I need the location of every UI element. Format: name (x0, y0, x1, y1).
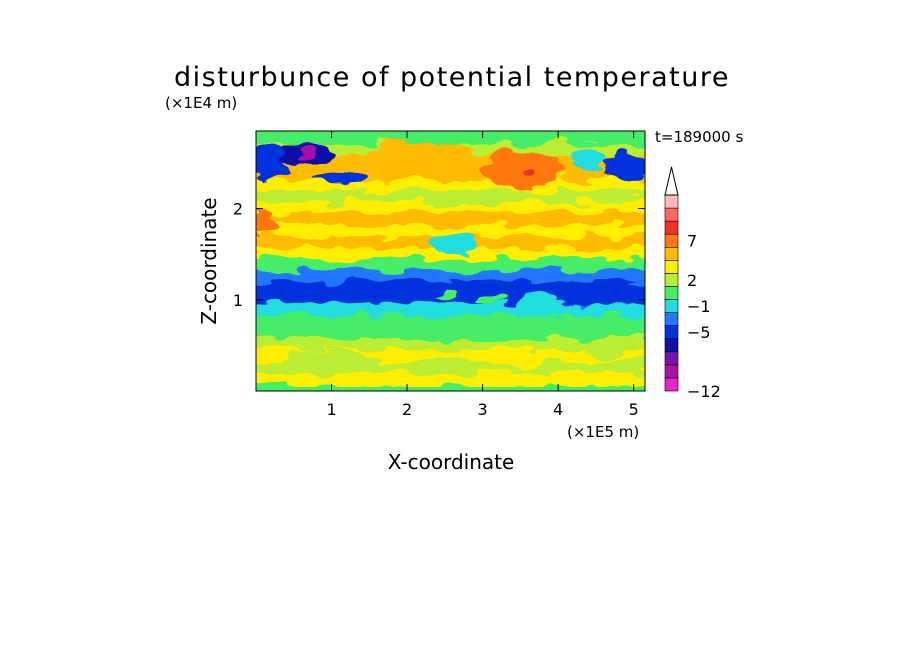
x-axis-label: X-coordinate (388, 450, 515, 474)
field-band-11 (256, 258, 645, 273)
x-tick-label-1: 2 (402, 400, 412, 419)
time-label: t=189000 s (655, 128, 743, 146)
field-band-16 (256, 315, 645, 330)
y-tick-label-0: 1 (233, 291, 243, 310)
colorbar-swatch-9 (664, 260, 679, 274)
y-tick-label-1: 2 (233, 200, 243, 219)
colorbar-swatch-3 (664, 338, 679, 353)
y-axis-label: Z-coordinate (197, 197, 221, 324)
field-feature-13 (516, 290, 555, 319)
colorbar-label-2: −1 (687, 297, 711, 316)
field-band-10 (256, 247, 645, 262)
y-axis: 12 (233, 200, 645, 310)
field-band-7 (256, 212, 645, 227)
colorbar-swatch-8 (664, 273, 679, 287)
colorbar-swatch-10 (664, 246, 679, 261)
x-axis: 1 2 3 4 5 (326, 131, 639, 419)
field-feature-6 (312, 169, 366, 184)
colorbar-extend-arrow (664, 166, 679, 196)
field-feature-16 (580, 340, 627, 360)
field-band-21 (256, 373, 645, 387)
field-feature-8 (569, 149, 608, 168)
colorbar-swatch-14 (664, 194, 679, 209)
colorbar-label-0: 7 (687, 232, 697, 251)
colorbar-swatch-0 (664, 377, 679, 392)
field-band-12 (256, 270, 645, 284)
temperature-field (256, 133, 645, 387)
plot-frame (255, 130, 646, 392)
field-feature-15 (490, 351, 551, 367)
field-feature-14 (286, 349, 362, 369)
field-feature-11 (433, 291, 457, 299)
field-feature-7 (603, 153, 645, 182)
field-band-8 (256, 224, 645, 239)
field-feature-9 (256, 208, 275, 236)
field-band-17 (256, 327, 645, 342)
field-feature-12 (475, 295, 506, 305)
field-feature-5 (301, 148, 317, 160)
field-feature-10 (429, 235, 476, 255)
y-unit-label: (×1E4 m) (165, 94, 237, 112)
colorbar-swatch-7 (664, 286, 679, 300)
field-band-5 (256, 190, 645, 205)
colorbar-swatch-12 (664, 220, 679, 235)
field-feature-1 (518, 164, 534, 176)
colorbar-swatch-6 (664, 299, 679, 313)
colorbar-swatch-1 (664, 364, 679, 379)
plot-area (256, 131, 645, 391)
field-band-18 (256, 338, 645, 353)
colorbar-label-1: 2 (687, 271, 697, 290)
colorbar-swatch-2 (664, 351, 679, 366)
x-tick-label-2: 3 (478, 400, 488, 419)
colorbar: 7 2 −1 −5 −12 (664, 166, 721, 401)
x-tick-label-0: 1 (326, 400, 336, 419)
field-band-4 (256, 178, 645, 193)
field-feature-2 (361, 141, 483, 175)
x-tick-label-3: 4 (553, 400, 563, 419)
colorbar-label-3: −5 (687, 323, 711, 342)
x-unit-label: (×1E5 m) (567, 423, 639, 441)
field-band-15 (256, 303, 645, 318)
colorbar-label-4: −12 (687, 382, 721, 401)
field-band-13 (256, 281, 645, 296)
x-tick-label-4: 5 (629, 400, 639, 419)
colorbar-swatch-4 (664, 325, 679, 340)
colorbar-swatch-13 (664, 207, 679, 222)
colorbar-swatch-5 (664, 312, 679, 326)
field-feature-3 (256, 146, 287, 180)
chart-title: disturbunce of potential temperature (174, 62, 730, 93)
field-band-0 (256, 133, 645, 148)
field-band-6 (256, 201, 645, 216)
colorbar-swatch-11 (664, 233, 679, 248)
